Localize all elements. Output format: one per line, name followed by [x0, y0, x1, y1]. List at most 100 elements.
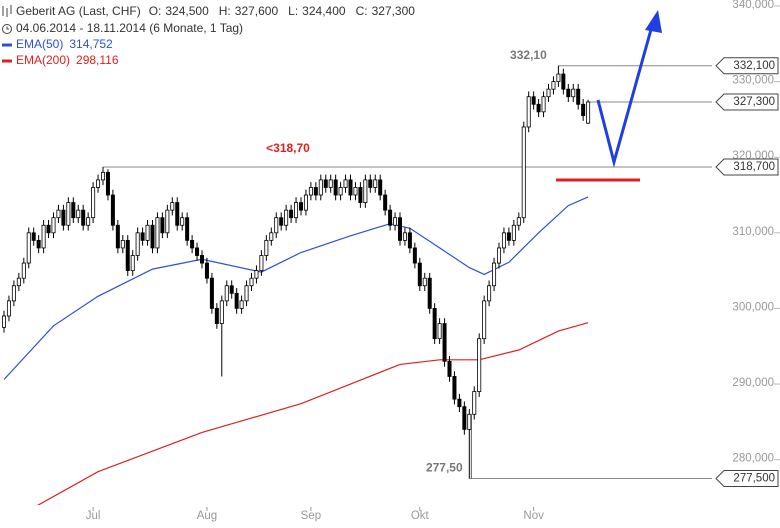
candle-body: [407, 232, 412, 249]
level-box-label: 318,700: [733, 161, 775, 173]
candle-body: [259, 255, 264, 272]
candle-body: [477, 338, 482, 392]
candle-body: [313, 187, 318, 196]
legend: EMA(50) 314,752 EMA(200) 298,116: [2, 37, 119, 67]
level-box: [715, 470, 779, 488]
candle-body: [185, 217, 190, 241]
candle-body: [56, 209, 61, 219]
legend-value: 298,116: [76, 53, 119, 67]
ohlc-key: H:: [219, 4, 231, 18]
candle-body: [125, 239, 130, 272]
candle-body: [422, 277, 427, 287]
candle-body: [130, 255, 135, 272]
candle-body: [308, 187, 313, 196]
level-box: [715, 57, 779, 75]
candle-body: [437, 323, 442, 340]
candle-body: [536, 103, 541, 113]
candle-body: [378, 179, 383, 196]
candle-body: [284, 209, 289, 226]
candle-body: [447, 360, 452, 377]
candle-body: [175, 202, 180, 226]
candle-body: [521, 126, 526, 219]
level-label: <318,70: [266, 141, 310, 155]
candle-body: [323, 179, 328, 188]
candle-body: [51, 217, 56, 234]
legend-entry: EMA(50) 314,752: [16, 37, 113, 51]
ohlc-value: 327,600: [235, 4, 279, 18]
x-tick-label: Okt: [411, 510, 430, 522]
ohlc-value: 324,400: [302, 4, 346, 18]
candle-body: [496, 247, 501, 264]
candle-body: [204, 262, 209, 279]
level-box-label: 277,500: [733, 473, 775, 485]
x-tick-label: Nov: [523, 510, 544, 522]
candle-body: [343, 179, 348, 188]
candle-body: [457, 398, 462, 408]
candle-body: [229, 285, 234, 294]
ema-line: [37, 322, 589, 505]
candle-body: [180, 217, 185, 226]
candle-body: [383, 194, 388, 211]
candle-body: [531, 96, 536, 105]
candle-body: [581, 103, 586, 117]
candle-body: [110, 194, 115, 226]
candle-body: [427, 277, 432, 309]
candle-body: [348, 179, 353, 196]
candle-body: [363, 179, 368, 203]
ohlc-key: O:: [149, 4, 162, 18]
ohlc-key: L:: [288, 4, 298, 18]
candle-body: [388, 209, 393, 226]
candle-body: [219, 300, 224, 324]
candle-body: [368, 179, 373, 188]
candle-body: [195, 247, 200, 256]
legend-name: EMA(200): [16, 53, 70, 67]
candle-body: [21, 262, 26, 279]
legend-value: 314,752: [69, 37, 113, 51]
ohlc-key: C:: [356, 4, 368, 18]
candle-body: [6, 300, 11, 317]
x-tick-label: Sep: [301, 510, 321, 522]
candle-body: [472, 391, 477, 415]
candle-body: [298, 202, 303, 211]
candle-body: [492, 262, 497, 287]
candle-body: [135, 232, 140, 256]
candle-body: [101, 171, 106, 181]
level-label: 332,10: [510, 48, 547, 62]
candle-body: [328, 179, 333, 188]
candle-body: [551, 81, 556, 90]
candle-body: [61, 209, 66, 226]
candle-body: [274, 217, 279, 234]
candle-body: [269, 232, 274, 241]
candle-body: [566, 88, 571, 98]
candle-body: [586, 101, 591, 124]
candle-body: [66, 202, 71, 226]
y-tick-label: 330,000: [732, 75, 774, 87]
candle-body: [209, 277, 214, 309]
candle-body: [76, 209, 81, 219]
candle-body: [506, 232, 511, 241]
candle-body: [145, 224, 150, 241]
clock-icon: [2, 24, 12, 34]
candle-body: [190, 239, 195, 249]
y-tick-label: 300,000: [732, 301, 774, 313]
candle-body: [254, 270, 259, 279]
candle-body: [482, 300, 487, 340]
y-tick-label: 340,000: [732, 0, 774, 11]
header-title: Geberit AG (Last, CHF): [16, 4, 141, 18]
candle-body: [155, 217, 160, 249]
plot-area: [2, 65, 712, 505]
candle-body: [373, 179, 378, 188]
candle-body: [105, 171, 110, 196]
y-tick-label: 310,000: [732, 226, 774, 238]
candle-body: [96, 179, 101, 188]
candle-body: [46, 224, 51, 234]
candle-body: [576, 88, 581, 105]
candle-body: [86, 217, 91, 226]
candle-body: [432, 308, 437, 340]
candle-body: [16, 277, 21, 287]
candle-body: [546, 88, 551, 98]
candle-body: [397, 217, 402, 241]
candle-body: [160, 217, 165, 234]
candle-body: [140, 232, 145, 241]
